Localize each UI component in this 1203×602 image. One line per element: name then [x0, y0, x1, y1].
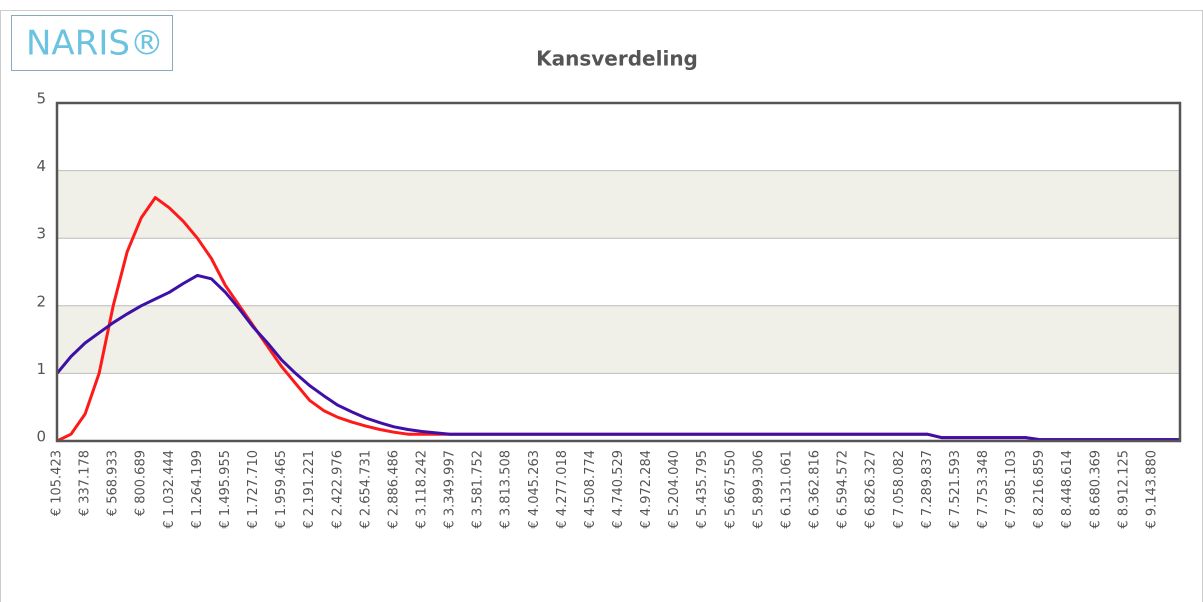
y-tick-label: 5: [36, 90, 46, 108]
x-tick-label: € 1.032.444: [162, 450, 177, 529]
x-tick-label: € 8.216.859: [1032, 450, 1047, 529]
x-tick-label: € 2.191.221: [302, 450, 317, 529]
x-tick-label: € 7.985.103: [1004, 450, 1019, 529]
chart-title: Kansverdeling: [536, 47, 698, 71]
grid-band: [57, 305, 1180, 374]
y-tick-label: 4: [36, 157, 46, 175]
x-tick-label: € 2.422.976: [330, 450, 345, 529]
x-tick-label: € 1.727.710: [246, 450, 261, 529]
x-tick-label: € 5.899.306: [751, 450, 766, 529]
x-tick-label: € 7.058.082: [892, 450, 907, 529]
y-tick-label: 3: [36, 225, 46, 243]
x-tick-label: € 1.495.955: [218, 450, 233, 529]
x-tick-label: € 105.423: [50, 450, 65, 516]
y-tick-label: 1: [36, 360, 46, 378]
plot: 0 1 2 3 4 5 € 105.423 € 337.178 € 568.933 € 800.6…: [36, 90, 1180, 529]
x-tick-label: € 8.448.614: [1060, 450, 1075, 529]
x-tick-label: € 4.508.774: [583, 450, 598, 529]
grid-band: [57, 170, 1180, 239]
x-tick-label: € 4.740.529: [611, 450, 626, 529]
series-line: [55, 273, 1180, 442]
x-tick-label: € 3.813.508: [499, 450, 514, 529]
y-tick-label: 0: [36, 428, 46, 446]
x-tick-label: € 1.959.465: [274, 450, 289, 529]
logo-box: [11, 15, 173, 71]
x-tick-label: € 7.289.837: [920, 450, 935, 529]
x-tick-label: € 7.521.593: [948, 450, 963, 529]
x-tick-label: € 2.654.731: [358, 450, 373, 529]
x-tick-label: € 5.667.550: [723, 450, 738, 529]
x-tick-label: € 7.753.348: [976, 450, 991, 529]
logo: NARIS®: [26, 24, 164, 64]
x-tick-label: € 4.277.018: [555, 450, 570, 529]
x-tick-label: € 3.581.752: [471, 450, 486, 529]
x-tick-label: € 3.349.997: [443, 450, 458, 529]
x-tick-label: € 4.045.263: [527, 450, 542, 529]
plot-frame: [55, 101, 1182, 443]
x-tick-label: € 6.131.061: [779, 450, 794, 529]
x-tick-label: € 5.204.040: [667, 450, 682, 529]
x-tick-label: € 1.264.199: [190, 450, 205, 529]
x-tick-label: € 5.435.795: [695, 450, 710, 529]
x-tick-label: € 2.886.486: [386, 450, 401, 529]
x-tick-label: € 337.178: [78, 450, 93, 516]
bands: [57, 102, 1180, 442]
x-tick-label: € 800.689: [134, 450, 149, 516]
x-tick-label: € 6.594.572: [836, 450, 851, 529]
x-tick-label: € 8.912.125: [1116, 450, 1131, 529]
x-tick-label: € 4.972.284: [639, 450, 654, 529]
x-tick-label: € 568.933: [106, 450, 121, 516]
x-tick-label: € 6.362.816: [808, 450, 823, 529]
y-tick-label: 2: [36, 292, 46, 310]
x-tick-label: € 6.826.327: [864, 450, 879, 529]
x-tick-label: € 3.118.242: [414, 450, 429, 529]
x-tick-label: € 8.680.369: [1088, 450, 1103, 529]
x-tick-label: € 9.143.880: [1144, 450, 1159, 529]
